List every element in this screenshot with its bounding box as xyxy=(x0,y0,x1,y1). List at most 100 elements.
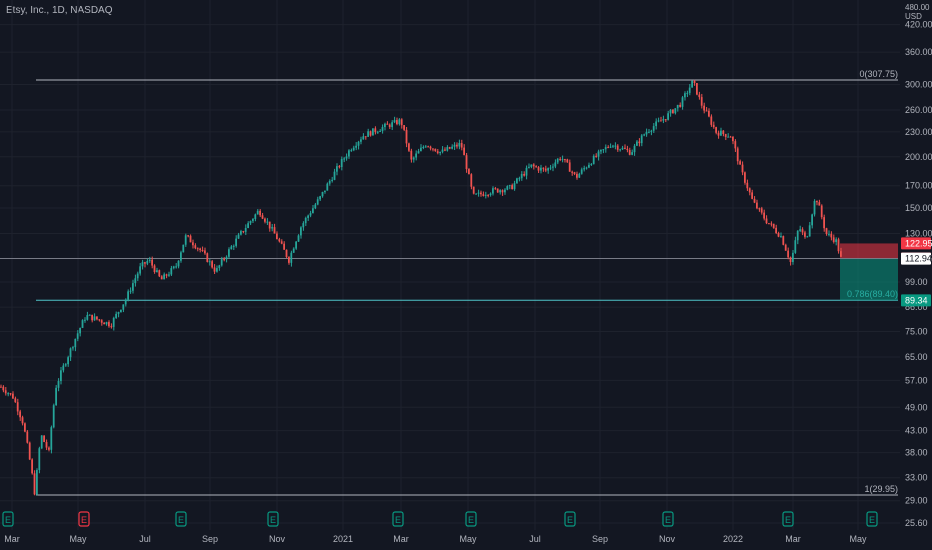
candle-body xyxy=(537,167,540,171)
earnings-marker[interactable] xyxy=(564,511,576,527)
candle-body xyxy=(451,146,453,149)
candle-body xyxy=(626,148,629,151)
candle-body xyxy=(684,93,686,98)
candle-body xyxy=(782,236,785,245)
price-tick-label: 130.00 xyxy=(905,229,932,239)
time-tick-label: May xyxy=(849,534,867,544)
candle-body xyxy=(141,262,144,267)
earnings-marker[interactable] xyxy=(782,511,794,527)
candle-body xyxy=(753,198,756,203)
candle-body xyxy=(45,441,48,448)
candle-body xyxy=(218,265,221,269)
candle-body xyxy=(424,146,427,148)
candle-body xyxy=(657,120,660,122)
candle-body xyxy=(324,190,326,192)
candle-body xyxy=(528,166,530,168)
candle-body xyxy=(760,208,763,213)
candle-body xyxy=(715,127,717,133)
candle-body xyxy=(756,202,758,209)
earnings-marker-label: E xyxy=(665,515,671,525)
candle-body xyxy=(266,221,269,223)
candle-body xyxy=(223,259,225,261)
earnings-marker[interactable] xyxy=(866,511,878,527)
candle-body xyxy=(28,442,31,460)
candle-body xyxy=(201,250,204,252)
candle-body xyxy=(792,252,794,263)
candle-body xyxy=(640,135,643,144)
candle-body xyxy=(477,192,480,194)
candle-body xyxy=(736,148,739,162)
price-tick-label: 33.00 xyxy=(905,473,928,483)
candle-body xyxy=(578,173,581,178)
fib-level-label: 1(29.95) xyxy=(864,484,898,494)
candle-body xyxy=(79,327,81,334)
candle-body xyxy=(276,233,278,240)
candle-body xyxy=(772,223,775,228)
price-tick-label: 420.00 xyxy=(905,20,932,30)
time-tick-label: Jul xyxy=(139,534,151,544)
candle-body xyxy=(765,218,768,224)
candle-body xyxy=(278,239,281,242)
time-tick-label: Mar xyxy=(4,534,20,544)
earnings-marker[interactable] xyxy=(662,511,674,527)
candle-body xyxy=(496,188,499,193)
candle-body xyxy=(16,402,19,412)
candle-body xyxy=(542,167,545,169)
candle-body xyxy=(468,169,470,175)
candle-body xyxy=(312,208,314,214)
candle-body xyxy=(108,322,110,327)
candle-body xyxy=(523,174,525,176)
candle-body xyxy=(139,266,141,274)
time-tick-label: Mar xyxy=(393,534,409,544)
candle-body xyxy=(830,233,833,238)
candle-body xyxy=(813,201,816,215)
candle-body xyxy=(144,262,146,264)
candle-body xyxy=(304,217,307,224)
candle-body xyxy=(460,142,463,148)
candle-body xyxy=(825,228,828,235)
candle-body xyxy=(631,152,633,155)
candle-body xyxy=(367,131,369,137)
earnings-marker[interactable] xyxy=(78,511,90,527)
candle-body xyxy=(660,120,662,122)
candle-body xyxy=(532,164,535,167)
candle-body xyxy=(40,435,43,449)
candle-body xyxy=(151,259,153,266)
stop-loss-zone[interactable] xyxy=(840,243,898,259)
candle-body xyxy=(549,167,552,169)
candle-body xyxy=(456,144,458,147)
candle-body xyxy=(720,130,722,136)
candle-body xyxy=(832,237,835,242)
candle-body xyxy=(475,193,477,195)
candle-body xyxy=(103,322,105,325)
candle-body xyxy=(717,132,720,136)
earnings-marker[interactable] xyxy=(267,511,279,527)
candle-body xyxy=(122,304,125,310)
candle-body xyxy=(746,182,749,189)
candle-body xyxy=(19,411,21,418)
earnings-marker-label: E xyxy=(5,515,11,525)
candle-body xyxy=(292,248,295,253)
candle-body xyxy=(823,217,825,229)
candle-body xyxy=(69,348,72,358)
candle-body xyxy=(360,139,362,142)
take-profit-zone[interactable] xyxy=(840,258,898,301)
price-tick-label: 86.00 xyxy=(905,302,928,312)
candle-body xyxy=(645,131,648,135)
candle-body xyxy=(160,276,163,280)
earnings-marker[interactable] xyxy=(392,511,404,527)
candle-body xyxy=(434,148,437,152)
candle-body xyxy=(763,212,765,219)
candle-body xyxy=(348,150,350,157)
earnings-marker[interactable] xyxy=(465,511,477,527)
earnings-marker[interactable] xyxy=(175,511,187,527)
candle-body xyxy=(96,316,98,320)
candle-body xyxy=(50,427,53,450)
candle-body xyxy=(520,174,523,179)
candle-body xyxy=(566,159,569,163)
earnings-marker[interactable] xyxy=(2,511,14,527)
candle-body xyxy=(820,205,823,218)
price-tick-label: 75.00 xyxy=(905,326,928,336)
candle-body xyxy=(4,390,7,394)
